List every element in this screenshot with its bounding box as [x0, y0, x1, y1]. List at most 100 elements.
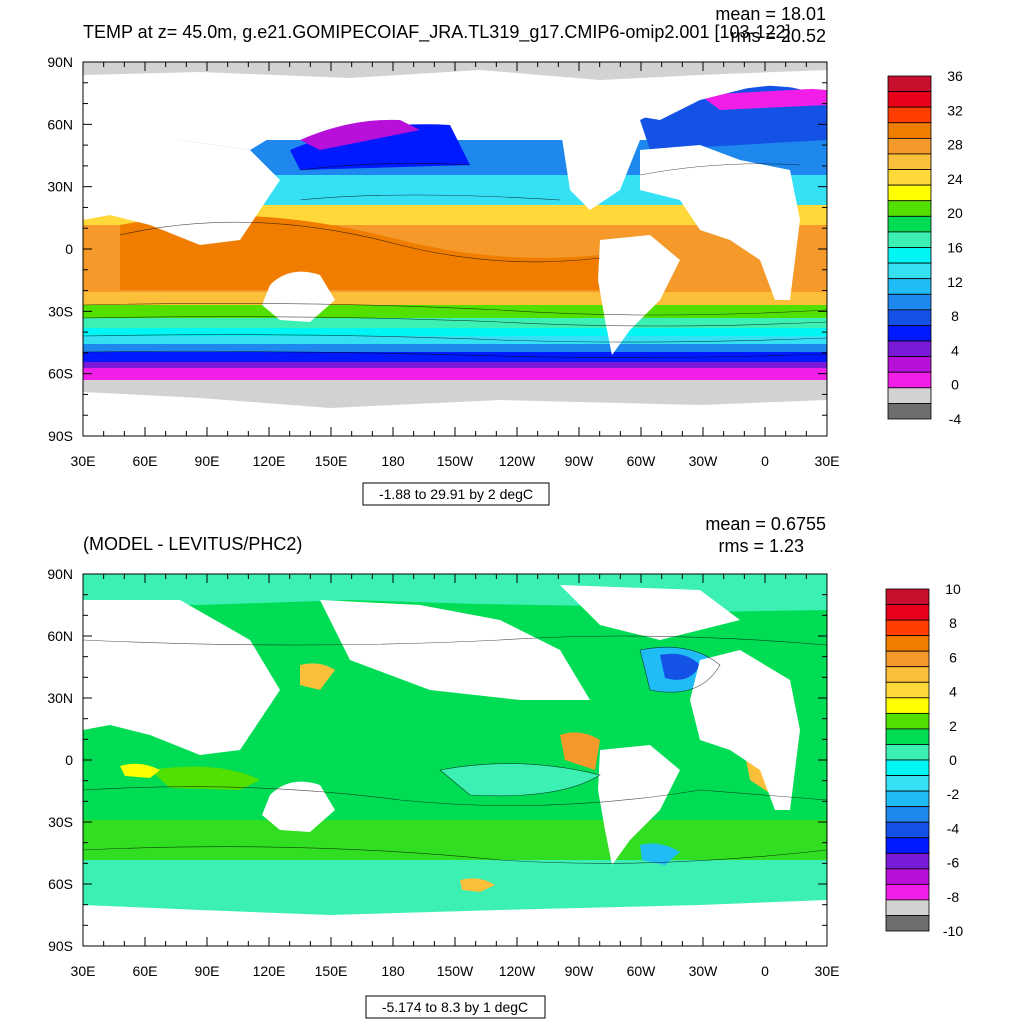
- lon-label: 60E: [133, 453, 158, 469]
- bottom-ticks: [82, 573, 828, 947]
- colorbar-swatch: [885, 806, 930, 823]
- colorbar-label: -4: [949, 411, 962, 427]
- colorbar-swatch: [885, 728, 930, 745]
- colorbar-swatch: [885, 852, 930, 870]
- top-lat-labels: 90N 60N 30N 0 30S 60S 90S: [47, 54, 73, 444]
- lon-label: 0: [761, 963, 769, 979]
- bottom-title: (MODEL - LEVITUS/PHC2): [83, 534, 302, 554]
- colorbar-label: 12: [947, 274, 963, 290]
- colorbar-swatch: [885, 915, 930, 932]
- colorbar-swatch: [887, 122, 932, 139]
- top-colorbar: 36 32 28 24 20 16 12 8 4 0 -4: [887, 68, 963, 427]
- top-map: [83, 62, 827, 436]
- colorbar-swatch: [887, 387, 932, 404]
- bottom-lat-labels: 90N 60N 30N 0 30S 60S 90S: [47, 566, 73, 954]
- lon-label: 120E: [253, 453, 286, 469]
- colorbar-label: 0: [949, 752, 957, 768]
- top-rms: rms = 20.52: [730, 26, 826, 46]
- lon-label: 30E: [71, 963, 96, 979]
- colorbar-swatch: [887, 293, 932, 311]
- colorbar-label: 24: [947, 171, 963, 187]
- colorbar-label: 4: [949, 684, 957, 700]
- colorbar-swatch: [885, 837, 930, 854]
- colorbar-swatch: [885, 697, 930, 714]
- colorbar-swatch: [885, 744, 930, 761]
- colorbar-swatch: [885, 619, 930, 637]
- colorbar-swatch: [885, 899, 930, 916]
- lon-label: 120W: [499, 453, 536, 469]
- colorbar-swatch: [885, 712, 930, 730]
- top-range-box: [362, 482, 550, 506]
- lon-label: 60W: [627, 453, 657, 469]
- colorbar-swatch: [885, 868, 930, 885]
- lat-label: 30N: [47, 690, 73, 706]
- top-title: TEMP at z= 45.0m, g.e21.GOMIPECOIAF_JRA.…: [83, 22, 791, 43]
- lat-label: 90S: [48, 428, 73, 444]
- lon-label: 90W: [565, 963, 595, 979]
- colorbar-swatch: [887, 200, 932, 217]
- colorbar-label: -4: [947, 820, 960, 836]
- lon-label: 180: [381, 963, 405, 979]
- lat-label: 90S: [48, 938, 73, 954]
- colorbar-swatch: [887, 262, 932, 280]
- lat-label: 0: [65, 241, 73, 257]
- colorbar-label: 8: [951, 308, 959, 324]
- colorbar-swatch: [885, 775, 930, 792]
- colorbar-label: 20: [947, 205, 963, 221]
- colorbar-label: -8: [947, 889, 960, 905]
- top-range-label: -1.88 to 29.91 by 2 degC: [379, 486, 533, 502]
- colorbar-swatch: [885, 681, 930, 699]
- colorbar-swatch: [887, 106, 932, 124]
- colorbar-swatch: [887, 137, 932, 155]
- colorbar-swatch: [885, 759, 930, 776]
- top-ticks: [82, 61, 828, 437]
- colorbar-label: 0: [951, 377, 959, 393]
- lon-label: 150W: [437, 963, 474, 979]
- colorbar-swatch: [887, 215, 932, 233]
- bottom-rms: rms = 1.23: [718, 536, 804, 556]
- lon-label: 90W: [565, 453, 595, 469]
- bottom-lon-labels: 30E 60E 90E 120E 150E 180 150W 120W 90W 60W 30W 0 30…: [71, 963, 840, 979]
- colorbar-swatch: [887, 325, 932, 342]
- colorbar-swatch: [887, 75, 932, 92]
- colorbar-label: 32: [947, 102, 963, 118]
- top-lon-labels: 30E 60E 90E 120E 150E 180 150W 120W 90W 60W 30W 0 30…: [71, 453, 840, 469]
- lon-label: 60E: [133, 963, 158, 979]
- colorbar-swatch: [887, 278, 932, 295]
- colorbar-swatch: [885, 650, 930, 668]
- lon-label: 150E: [315, 453, 348, 469]
- colorbar-swatch: [887, 169, 932, 186]
- lon-label: 30E: [815, 453, 840, 469]
- lon-label: 30E: [71, 453, 96, 469]
- lon-label: 0: [761, 453, 769, 469]
- lon-label: 30W: [689, 963, 719, 979]
- colorbar-label: -10: [943, 923, 963, 939]
- lat-label: 90N: [47, 54, 73, 70]
- lat-label: 60S: [48, 876, 73, 892]
- colorbar-swatch: [887, 371, 932, 389]
- bottom-range-label: -5.174 to 8.3 by 1 degC: [382, 999, 528, 1015]
- lon-label: 60W: [627, 963, 657, 979]
- lon-label: 120W: [499, 963, 536, 979]
- lat-label: 30N: [47, 179, 73, 195]
- colorbar-swatch: [885, 604, 930, 621]
- bottom-range-box: [365, 995, 546, 1019]
- colorbar-swatch: [887, 403, 932, 420]
- lon-label: 90E: [195, 453, 220, 469]
- lat-label: 30S: [48, 303, 73, 319]
- lat-label: 30S: [48, 814, 73, 830]
- lon-label: 150E: [315, 963, 348, 979]
- colorbar-swatch: [887, 91, 932, 108]
- colorbar-swatch: [887, 340, 932, 358]
- colorbar-label: -6: [947, 855, 960, 871]
- colorbar-label: 16: [947, 240, 963, 256]
- colorbar-label: 36: [947, 68, 963, 84]
- colorbar-label: 2: [949, 718, 957, 734]
- colorbar-label: 8: [949, 615, 957, 631]
- lat-label: 0: [65, 752, 73, 768]
- bottom-map: [83, 574, 827, 946]
- lon-label: 90E: [195, 963, 220, 979]
- colorbar-swatch: [885, 588, 930, 605]
- lon-label: 120E: [253, 963, 286, 979]
- top-panel: TEMP at z= 45.0m, g.e21.GOMIPECOIAF_JRA.…: [47, 4, 963, 506]
